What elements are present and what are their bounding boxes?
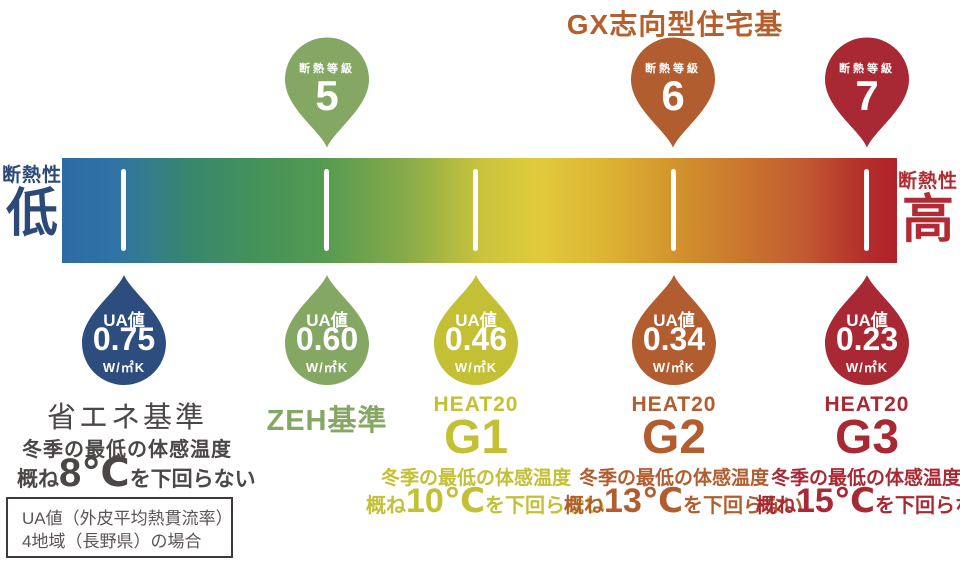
water-drop-icon [285, 275, 369, 385]
bar-tick [473, 169, 478, 251]
water-drop-icon [82, 275, 166, 385]
temperature-note-line2: 概ね15℃を下回らない [756, 482, 960, 520]
ua-value: 0.75 [92, 321, 156, 357]
insulation-low-label: 断熱性 低 [0, 160, 64, 242]
ua-unit: W/㎡K [102, 360, 146, 375]
temperature-note-line1: 冬季の最低の体感温度 [22, 439, 232, 461]
water-drop-icon [632, 275, 716, 385]
grade-pin-number: 6 [661, 72, 685, 119]
grade-pin-label: 断熱等級 [299, 63, 355, 75]
temperature-value: 10℃ [406, 482, 485, 520]
map-pin-icon [631, 37, 715, 148]
insulation-gradient-bar [62, 158, 897, 263]
standard-name-heat20: HEAT20 [824, 393, 910, 416]
insulation-low-kanji: 低 [5, 185, 58, 243]
water-drop-icon [434, 275, 518, 385]
ua-note-box: UA値（外皮平均熱貫流率） 4地域（長野県）の場合 [6, 497, 233, 558]
insulation-high-label: 断熱性 高 [896, 166, 960, 248]
temperature-value: 8℃ [59, 451, 130, 495]
temperature-note-line2: 概ね13℃を下回らない [564, 482, 803, 520]
temperature-note-line1: 冬季の最低の体感温度 [770, 468, 960, 489]
ua-unit: W/㎡K [652, 360, 696, 375]
grade-pin-label: 断熱等級 [645, 63, 701, 75]
insulation-low-caption: 断熱性 [1, 165, 62, 186]
standard-name-heat20: HEAT20 [433, 393, 519, 416]
ua-label: UA値 [455, 311, 497, 330]
ua-drop-heat20-g3: UA値 0.23 W/㎡K [825, 273, 909, 385]
temperature-note-line2: 概ね8℃を下回らない [17, 451, 256, 495]
ua-value: 0.34 [642, 321, 706, 357]
standard-name-zeh: ZEH基準 [266, 405, 388, 437]
grade-pin-7: 断熱等級 7 [825, 37, 909, 150]
ua-value: 0.23 [835, 321, 899, 357]
ua-label: UA値 [846, 311, 888, 330]
water-drop-icon [825, 275, 909, 385]
insulation-high-kanji: 高 [901, 191, 954, 249]
ua-label: UA値 [306, 311, 348, 330]
map-pin-icon [285, 37, 369, 148]
ua-unit: W/㎡K [454, 360, 498, 375]
heat20-grade-g2: G2 [641, 411, 707, 464]
grade-pin-5: 断熱等級 5 [285, 37, 369, 150]
ua-unit: W/㎡K [845, 360, 889, 375]
ua-unit: W/㎡K [305, 360, 349, 375]
bar-tick [864, 169, 869, 251]
bar-tick [324, 169, 329, 251]
ua-label: UA値 [653, 311, 695, 330]
standard-name-heat20: HEAT20 [631, 393, 717, 416]
ua-note-line2: 4地域（長野県）の場合 [22, 532, 202, 551]
temperature-note-line1: 冬季の最低の体感温度 [578, 468, 769, 489]
ua-drop-energy-standard: UA値 0.75 W/㎡K [82, 273, 166, 385]
bar-tick [121, 169, 126, 251]
ua-drop-zeh: UA値 0.60 W/㎡K [285, 273, 369, 385]
ua-value: 0.60 [295, 321, 359, 357]
temperature-value: 15℃ [796, 482, 875, 520]
temperature-value: 13℃ [604, 482, 683, 520]
grade-pin-number: 5 [315, 72, 339, 119]
insulation-high-caption: 断熱性 [897, 171, 958, 192]
ua-value: 0.46 [444, 321, 508, 357]
temperature-note-line2: 概ね10℃を下回らない [366, 482, 605, 520]
bar-tick [671, 169, 676, 251]
heat20-grade-g1: G1 [443, 411, 509, 464]
heat20-grade-g3: G3 [834, 411, 900, 464]
map-pin-icon [825, 37, 909, 148]
ua-note-line1: UA値（外皮平均熱貫流率） [22, 509, 233, 528]
grade-pin-6: 断熱等級 6 [631, 37, 715, 150]
ua-label: UA値 [103, 311, 145, 330]
ua-drop-heat20-g1: UA値 0.46 W/㎡K [434, 273, 518, 385]
standard-name-energy: 省エネ基準 [46, 402, 207, 434]
grade-pin-number: 7 [855, 72, 879, 119]
temperature-note-line1: 冬季の最低の体感温度 [380, 468, 571, 489]
ua-drop-heat20-g2: UA値 0.34 W/㎡K [632, 273, 716, 385]
grade-pin-label: 断熱等級 [839, 63, 895, 75]
